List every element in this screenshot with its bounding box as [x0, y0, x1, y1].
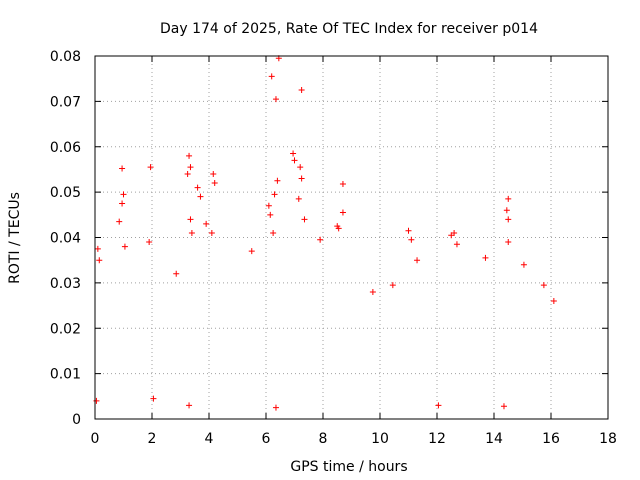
data-point — [271, 191, 278, 198]
data-point — [96, 257, 103, 264]
data-point — [119, 165, 126, 172]
data-point — [435, 402, 442, 409]
y-tick-label: 0.05 — [50, 185, 81, 201]
x-tick-label: 14 — [485, 431, 503, 447]
data-point — [267, 211, 274, 218]
data-point — [197, 193, 204, 200]
data-point — [120, 191, 127, 198]
data-point — [187, 164, 194, 171]
data-point — [119, 200, 126, 207]
data-point — [482, 254, 489, 261]
y-tick-label: 0.07 — [50, 94, 81, 110]
data-point — [248, 248, 255, 255]
y-axis-label: ROTI / TECUs — [7, 192, 23, 284]
data-point — [298, 175, 305, 182]
data-point — [116, 218, 123, 225]
data-point — [265, 202, 272, 209]
data-point — [295, 195, 302, 202]
data-points — [93, 55, 557, 411]
data-point — [550, 298, 557, 305]
data-point — [317, 236, 324, 243]
data-point — [291, 157, 298, 164]
data-point — [453, 241, 460, 248]
data-point — [187, 216, 194, 223]
data-point — [414, 257, 421, 264]
data-point — [408, 236, 415, 243]
y-tick-label: 0.04 — [50, 231, 81, 247]
data-point — [339, 180, 346, 187]
y-tick-label: 0 — [72, 412, 81, 428]
data-point — [93, 397, 100, 404]
x-tick-label: 8 — [319, 431, 328, 447]
data-point — [194, 184, 201, 191]
data-point — [405, 227, 412, 234]
axis-ticks — [94, 55, 609, 420]
data-point — [146, 239, 153, 246]
data-point — [150, 395, 157, 402]
x-tick-label: 2 — [148, 431, 157, 447]
data-point — [274, 177, 281, 184]
data-point — [297, 164, 304, 171]
data-point — [500, 403, 507, 410]
x-tick-label: 10 — [371, 431, 389, 447]
data-point — [301, 216, 308, 223]
data-point — [505, 216, 512, 223]
data-point — [94, 245, 101, 252]
grid-lines — [95, 56, 608, 419]
data-point — [520, 261, 527, 268]
data-point — [211, 180, 218, 187]
chart-title: Day 174 of 2025, Rate Of TEC Index for r… — [160, 21, 538, 37]
y-tick-label: 0.08 — [50, 49, 81, 65]
data-point — [369, 288, 376, 295]
data-point — [121, 243, 128, 250]
data-point — [184, 170, 191, 177]
data-point — [505, 239, 512, 246]
x-tick-label: 4 — [205, 431, 214, 447]
y-tick-label: 0.01 — [50, 367, 81, 383]
y-tick-label: 0.02 — [50, 321, 81, 337]
y-tick-label: 0.06 — [50, 140, 81, 156]
data-point — [540, 282, 547, 289]
data-point — [203, 220, 210, 227]
data-point — [335, 225, 342, 232]
data-point — [208, 229, 215, 236]
x-tick-label: 0 — [91, 431, 100, 447]
x-tick-label: 16 — [542, 431, 560, 447]
data-point — [503, 207, 510, 214]
x-tick-label: 6 — [262, 431, 271, 447]
data-point — [290, 150, 297, 157]
x-tick-label: 18 — [599, 431, 617, 447]
x-axis-label: GPS time / hours — [290, 459, 407, 475]
data-point — [451, 229, 458, 236]
data-point — [173, 270, 180, 277]
y-tick-label: 0.03 — [50, 276, 81, 292]
data-point — [147, 164, 154, 171]
data-point — [186, 402, 193, 409]
x-tick-label: 12 — [428, 431, 446, 447]
data-point — [268, 73, 275, 80]
data-point — [186, 152, 193, 159]
data-point — [298, 87, 305, 94]
data-point — [272, 96, 279, 103]
y-tick-labels: 0 0.01 0.02 0.03 0.04 0.05 0.06 0.07 0.08 — [50, 49, 81, 428]
data-point — [339, 209, 346, 216]
data-point — [188, 229, 195, 236]
data-point — [210, 170, 217, 177]
x-tick-labels: 0 2 4 6 8 10 12 14 16 18 — [91, 431, 617, 447]
data-point — [389, 282, 396, 289]
data-point — [272, 404, 279, 411]
data-point — [505, 195, 512, 202]
data-point — [270, 229, 277, 236]
